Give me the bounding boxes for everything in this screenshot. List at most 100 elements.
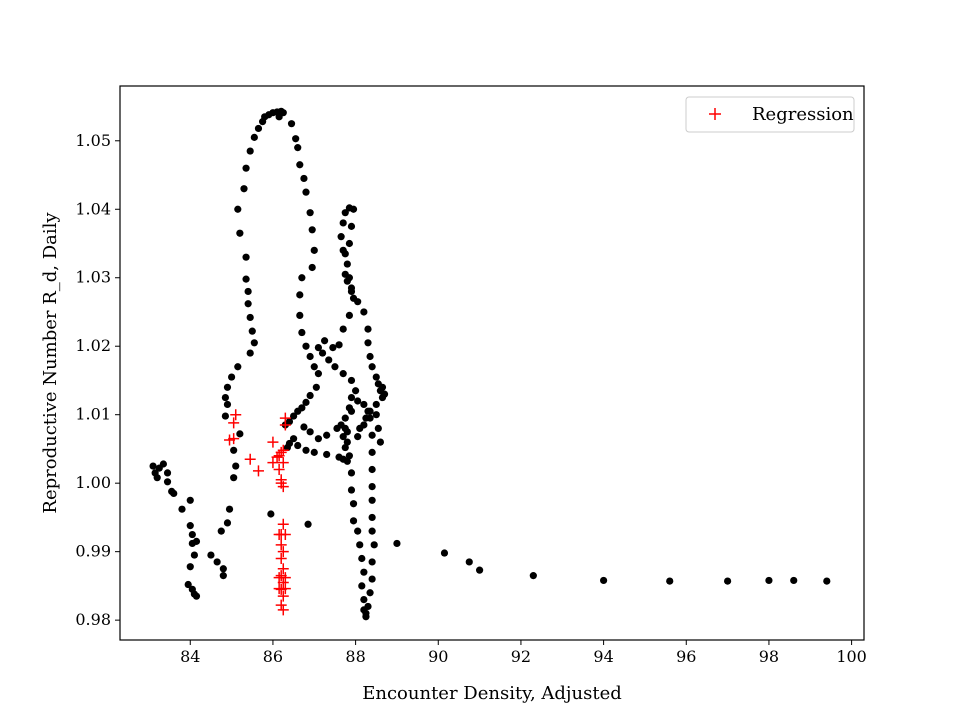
x-tick-label: 90 [428,647,448,666]
data-point-dot [223,400,232,409]
data-point-dot [354,433,362,441]
data-point-dot [368,558,376,566]
data-point-dot [213,558,221,566]
data-point-dot [184,580,192,589]
data-point-dot [374,424,382,432]
data-point-dot [308,226,316,234]
data-point-dot [372,411,380,419]
data-point-dot [347,407,356,415]
x-tick-label: 86 [263,647,283,666]
x-tick-label: 96 [676,647,696,666]
regression-point-plus [279,529,291,541]
data-point-dot [354,397,362,405]
data-point-dot [296,161,304,169]
data-point-dot [823,577,831,585]
data-point-dot [360,568,368,576]
data-point-dot [380,390,389,398]
data-point-dot [345,452,353,460]
regression-point-plus [230,409,242,421]
data-point-dot [318,349,327,357]
data-point-dot [368,527,376,535]
data-point-dot [339,370,347,378]
y-tick-label: 1.00 [75,473,111,492]
data-point-dot [343,277,351,285]
regression-point-plus [277,546,289,558]
plot-frame [119,85,865,641]
regression-point-plus [273,463,285,475]
data-point-dot [223,383,232,391]
data-point-dot [250,133,258,141]
data-point-dot [230,446,238,454]
data-point-dot [244,300,252,308]
regression-point-plus [275,446,287,458]
legend-box [685,96,855,133]
data-point-dot [188,530,196,539]
regression-point-plus [277,518,289,530]
regression-point-plus [275,553,287,565]
data-point-dot [314,343,322,352]
data-point-dot [290,412,298,420]
data-point-dot [314,370,322,378]
data-point-dot [302,188,310,196]
data-point-dot [302,398,310,406]
regression-point-plus [279,419,291,431]
data-point-dot [306,391,314,400]
data-point-dot [232,462,240,470]
data-point-dot [223,519,232,527]
data-point-dot [358,554,366,563]
data-point-dot [234,205,242,213]
data-point-dot [236,430,244,438]
data-point-dot [364,325,372,333]
data-point-dot [440,549,449,557]
data-point-dot [356,424,364,432]
data-point-dot [347,376,356,385]
data-point-dot [366,352,374,361]
data-point-dot [163,469,172,477]
data-point-dot [310,448,318,456]
data-point-dot [294,144,302,152]
data-point-dot [372,400,380,409]
data-point-dot [323,450,331,459]
data-point-dot [186,563,194,571]
data-point-dot [343,438,351,446]
data-point-dot [343,457,351,465]
data-point-dot [163,478,172,486]
data-point-dot [302,446,310,454]
data-point-dot [287,120,296,128]
data-point-dot [244,287,252,296]
data-point-dot [368,448,376,456]
data-point-dot [333,424,341,432]
regression-point-plus [275,599,287,611]
regression-point-plus [228,433,240,445]
data-point-dot [254,124,263,133]
data-point-dot [225,505,234,513]
data-point-dot [250,339,258,347]
data-point-dot [300,174,308,183]
regression-point-plus [244,453,256,465]
data-point-dot [393,539,401,548]
data-point-dot [192,537,201,545]
data-point-dot [329,343,337,352]
data-point-dot [207,551,215,559]
data-point-dot [370,541,378,549]
data-point-dot [666,577,674,585]
data-point-dot [190,551,198,559]
data-point-dot [306,209,314,217]
data-point-dot [170,489,178,498]
legend-plus-marker [709,108,721,120]
data-point-dot [186,496,194,504]
x-axis-label: Encounter Density, Adjusted [362,683,622,704]
y-tick-label: 1.03 [75,268,111,287]
data-point-dot [294,407,302,415]
data-point-dot [296,291,304,299]
data-point-dot [341,209,349,217]
data-point-dot [347,469,356,477]
data-point-dot [221,412,229,420]
regression-point-plus [277,604,289,616]
data-point-dot [368,483,376,491]
data-point-dot [360,308,368,316]
data-point-dot [246,313,254,322]
regression-point-plus [277,590,289,602]
data-point-dot [246,349,254,357]
regression-point-plus [277,563,289,575]
